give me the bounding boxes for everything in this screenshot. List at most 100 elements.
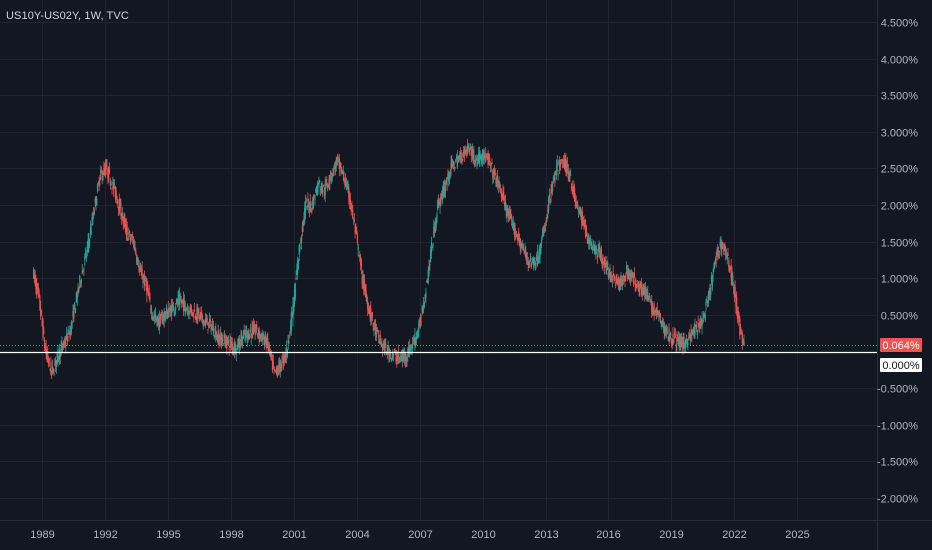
candle-body: [655, 307, 658, 316]
candle-body: [360, 262, 362, 268]
candle-body: [674, 333, 676, 338]
candle-body: [276, 368, 278, 377]
candle-body: [709, 290, 711, 298]
candle-body: [61, 343, 63, 345]
candle-body: [462, 154, 464, 157]
candle-body: [410, 344, 412, 349]
symbol-title[interactable]: US10Y-US02Y, 1W, TVC: [6, 10, 129, 22]
candle-body: [437, 200, 439, 210]
candle-body: [152, 317, 154, 319]
candle-body: [326, 182, 328, 186]
candle-body: [512, 221, 514, 227]
candle-body: [489, 164, 492, 166]
candle-body: [704, 314, 706, 321]
y-tick-label: -2.000%: [877, 494, 918, 506]
candle-body: [282, 355, 285, 364]
candle-body: [409, 349, 411, 355]
candle-body: [585, 227, 588, 237]
price-axis[interactable]: 4.500% 4.000% 3.500% 3.000% 2.500% 2.000% 1.50…: [877, 18, 918, 506]
candle-body: [263, 334, 265, 340]
candle-body: [71, 321, 73, 324]
x-tick-label: 2007: [408, 529, 432, 541]
candle-body: [184, 303, 186, 312]
candle-body: [631, 272, 633, 277]
candle-body: [623, 278, 625, 282]
candle-body: [209, 319, 211, 323]
candle-body: [505, 209, 507, 212]
candle-body: [483, 150, 485, 161]
candle-body: [659, 313, 661, 322]
candle-body: [201, 315, 204, 320]
candle-body: [426, 281, 429, 283]
candle-body: [118, 199, 120, 213]
candle-body: [417, 334, 419, 336]
candle-body: [48, 358, 50, 361]
candle-body: [157, 318, 159, 326]
candle-body: [313, 195, 315, 198]
candle-body: [284, 356, 286, 359]
candle-body: [562, 161, 565, 164]
candle-body: [455, 155, 458, 159]
candle-body: [106, 165, 108, 167]
candle-body: [697, 322, 699, 325]
candle-body: [557, 173, 559, 175]
candle-body: [658, 314, 660, 317]
candle-body: [40, 310, 43, 315]
candle-body: [213, 335, 215, 337]
y-tick-label: 2.500%: [881, 164, 919, 176]
candle-body: [312, 202, 314, 205]
candle-body: [577, 204, 579, 208]
candle-body: [58, 348, 61, 360]
candle-body: [544, 227, 546, 232]
candle-body: [371, 312, 374, 317]
candle-body: [715, 258, 717, 261]
candle-body: [339, 162, 341, 167]
candle-body: [250, 333, 252, 339]
candle-body: [430, 249, 432, 262]
candle-body: [666, 327, 669, 329]
candle-body: [706, 302, 709, 303]
candle-body: [690, 330, 692, 340]
candle-body: [688, 336, 690, 341]
candle-body: [312, 195, 315, 209]
candle-body: [238, 343, 240, 347]
candle-body: [521, 245, 523, 248]
candle-body: [636, 287, 638, 289]
candle-body: [188, 313, 190, 315]
candle-body: [480, 154, 482, 161]
candle-body: [574, 188, 576, 202]
candle-body: [523, 250, 525, 254]
candle-body: [699, 321, 701, 327]
candle-body: [84, 256, 86, 261]
candle-body: [660, 321, 662, 325]
candle-body: [669, 337, 671, 341]
candle-body: [721, 241, 723, 250]
candle-body: [290, 312, 292, 331]
candle-body: [642, 283, 644, 296]
candle-body: [203, 320, 205, 323]
candle-body: [549, 200, 551, 202]
candle-body: [331, 175, 333, 178]
candle-body: [574, 197, 577, 207]
x-tick-label: 2004: [345, 529, 369, 541]
candle-body: [268, 344, 270, 350]
candle-body: [495, 178, 497, 184]
candle-body: [179, 299, 182, 301]
candle-body: [121, 213, 124, 219]
candle-body: [587, 240, 589, 244]
candle-body: [54, 363, 56, 365]
candle-body: [605, 263, 607, 268]
candle-body: [423, 302, 425, 308]
candle-body: [595, 248, 597, 256]
candle-body: [91, 217, 93, 221]
candle-body: [109, 181, 111, 186]
candle-body: [89, 227, 92, 233]
candle-body: [593, 244, 595, 251]
candle-body: [570, 174, 572, 176]
candle-body: [296, 268, 298, 276]
candle-body: [345, 182, 348, 187]
time-axis[interactable]: 1989 1992 1995 1998 2001 2004 2007 2010 2013 2016…: [30, 529, 809, 541]
candle-body: [302, 220, 304, 226]
